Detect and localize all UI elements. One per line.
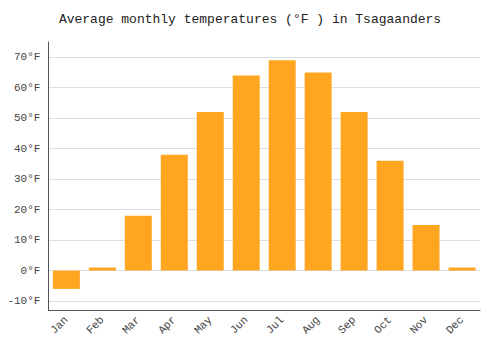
svg-text:Feb: Feb <box>84 314 106 336</box>
svg-text:Jan: Jan <box>48 314 70 336</box>
svg-text:Apr: Apr <box>156 314 178 336</box>
svg-text:May: May <box>192 314 215 337</box>
svg-text:Average monthly temperatures (: Average monthly temperatures (°F ) in Ts… <box>59 12 441 27</box>
svg-text:10°F: 10°F <box>14 234 40 246</box>
svg-text:Jul: Jul <box>264 314 286 336</box>
svg-text:Oct: Oct <box>372 314 394 336</box>
svg-text:0°F: 0°F <box>21 265 41 277</box>
svg-text:Nov: Nov <box>408 314 431 337</box>
svg-text:60°F: 60°F <box>14 82 40 94</box>
svg-text:20°F: 20°F <box>14 204 40 216</box>
svg-text:-10°F: -10°F <box>7 295 40 307</box>
svg-text:30°F: 30°F <box>14 173 40 185</box>
svg-text:Mar: Mar <box>120 314 142 336</box>
svg-text:Dec: Dec <box>444 314 466 336</box>
svg-text:50°F: 50°F <box>14 112 40 124</box>
svg-text:Sep: Sep <box>336 314 358 336</box>
svg-text:70°F: 70°F <box>14 51 40 63</box>
svg-text:Jun: Jun <box>228 314 250 336</box>
svg-text:40°F: 40°F <box>14 143 40 155</box>
svg-text:Aug: Aug <box>300 314 322 336</box>
